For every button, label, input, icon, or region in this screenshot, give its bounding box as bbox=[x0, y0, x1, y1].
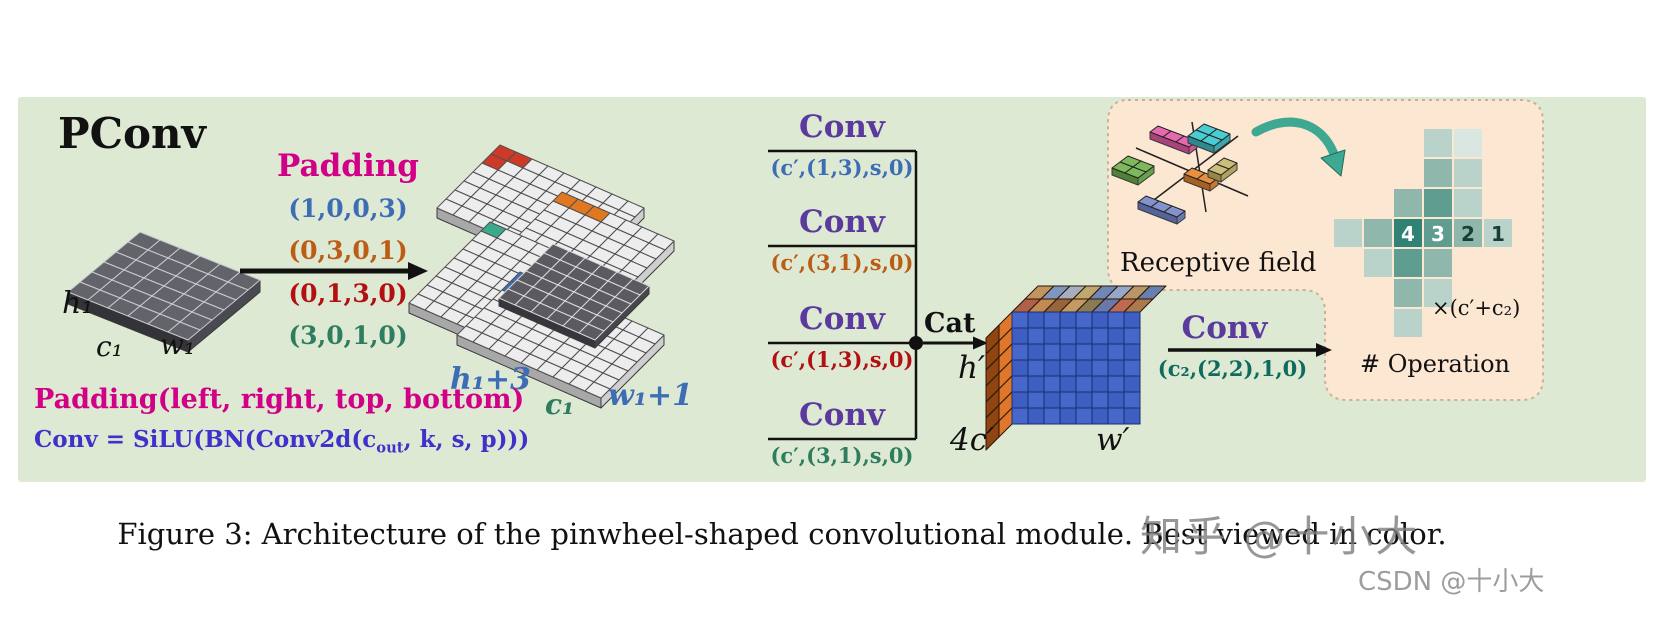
receptive-field-label: Receptive field bbox=[1120, 248, 1317, 278]
input-channel-label: c₁ bbox=[96, 330, 123, 363]
input-width-label: w₁ bbox=[160, 328, 196, 361]
padding-tuple-1: (1,0,0,3) bbox=[288, 194, 408, 223]
final-conv-params: (c₂,(2,2),1,0) bbox=[1157, 356, 1308, 381]
output-height-label: h′ bbox=[958, 350, 986, 386]
conv-formula: Conv = SiLU(BN(Conv2d(cout, k, s, p))) bbox=[34, 426, 530, 457]
pconv-title: PConv bbox=[58, 109, 206, 158]
conv-formula-sub: out bbox=[376, 439, 404, 457]
padding-formula: Padding(left, right, top, bottom) bbox=[34, 384, 525, 415]
output-channel-label: 4c′ bbox=[950, 422, 995, 458]
padding-tuple-4: (3,0,1,0) bbox=[288, 321, 408, 350]
padded-width-label: w₁+1 bbox=[608, 378, 693, 413]
branch-2-conv-label: Conv bbox=[799, 204, 885, 240]
conv-formula-post: , k, s, p))) bbox=[403, 426, 530, 453]
input-height-label: h₁ bbox=[62, 286, 94, 321]
branch-1-params: (c′,(1,3),s,0) bbox=[770, 155, 914, 180]
padding-tuple-2: (0,3,0,1) bbox=[288, 236, 408, 265]
branch-3-conv-label: Conv bbox=[799, 301, 885, 337]
branch-3-params: (c′,(1,3),s,0) bbox=[770, 347, 914, 372]
watermark-zhihu: 知乎 @十小大 bbox=[1140, 512, 1420, 561]
multiplier-label: ×(c′+c₂) bbox=[1432, 296, 1521, 320]
conv-formula-pre: Conv = SiLU(BN(Conv2d(c bbox=[34, 426, 377, 453]
branch-4-params: (c′,(3,1),s,0) bbox=[770, 443, 914, 468]
branch-2-params: (c′,(3,1),s,0) bbox=[770, 250, 914, 275]
padding-tuple-3: (0,1,3,0) bbox=[288, 279, 408, 308]
padded-channel-label: c₁ bbox=[545, 388, 575, 421]
figure-caption: Figure 3: Architecture of the pinwheel-s… bbox=[117, 517, 1447, 551]
watermark-csdn: CSDN @十小大 bbox=[1358, 567, 1545, 597]
operation-count-label: # Operation bbox=[1360, 350, 1510, 378]
padded-height-label: h₁+3 bbox=[450, 362, 531, 397]
final-conv-label: Conv bbox=[1181, 310, 1268, 346]
branch-1-conv-label: Conv bbox=[799, 109, 885, 145]
output-width-label: w′ bbox=[1096, 422, 1130, 458]
cat-label: Cat bbox=[924, 308, 976, 339]
padding-title: Padding bbox=[277, 148, 419, 184]
branch-4-conv-label: Conv bbox=[799, 397, 885, 433]
